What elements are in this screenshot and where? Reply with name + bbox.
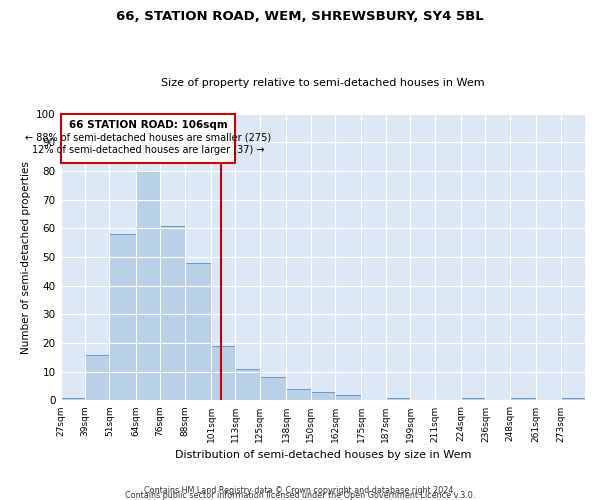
Bar — [160, 226, 185, 400]
Bar — [260, 378, 286, 400]
Bar — [386, 398, 410, 400]
Bar — [85, 354, 109, 401]
Bar — [286, 389, 311, 400]
Text: 66 STATION ROAD: 106sqm: 66 STATION ROAD: 106sqm — [68, 120, 227, 130]
Bar — [61, 398, 85, 400]
Bar — [211, 346, 235, 401]
Text: ← 88% of semi-detached houses are smaller (275): ← 88% of semi-detached houses are smalle… — [25, 132, 271, 142]
Bar — [185, 263, 211, 400]
Bar — [461, 398, 485, 400]
Bar — [335, 394, 361, 400]
Text: 66, STATION ROAD, WEM, SHREWSBURY, SY4 5BL: 66, STATION ROAD, WEM, SHREWSBURY, SY4 5… — [116, 10, 484, 23]
FancyBboxPatch shape — [61, 114, 235, 162]
Text: Contains HM Land Registry data © Crown copyright and database right 2024.: Contains HM Land Registry data © Crown c… — [144, 486, 456, 495]
Y-axis label: Number of semi-detached properties: Number of semi-detached properties — [20, 160, 31, 354]
Text: Contains public sector information licensed under the Open Government Licence v.: Contains public sector information licen… — [125, 490, 475, 500]
Title: Size of property relative to semi-detached houses in Wem: Size of property relative to semi-detach… — [161, 78, 485, 88]
Bar — [109, 234, 136, 400]
Bar — [510, 398, 536, 400]
Text: 12% of semi-detached houses are larger (37) →: 12% of semi-detached houses are larger (… — [32, 146, 264, 156]
Bar — [560, 398, 585, 400]
X-axis label: Distribution of semi-detached houses by size in Wem: Distribution of semi-detached houses by … — [175, 450, 471, 460]
Bar — [311, 392, 335, 400]
Bar — [136, 171, 160, 400]
Bar — [235, 369, 260, 400]
